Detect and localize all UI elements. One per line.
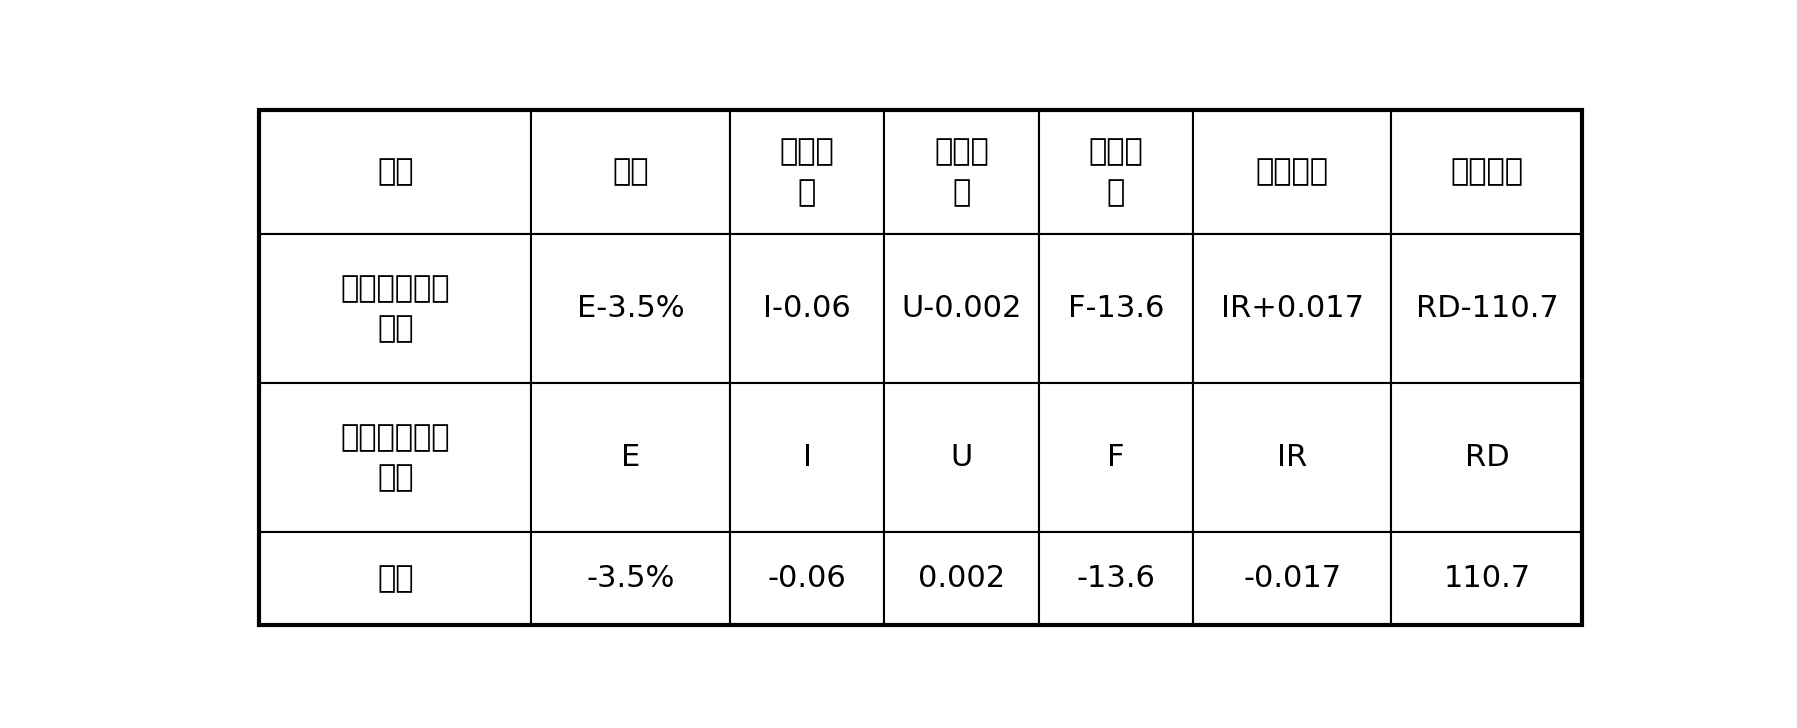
Bar — [259, 234, 532, 383]
Bar — [884, 383, 1039, 532]
Bar — [1391, 532, 1583, 625]
Bar — [532, 234, 730, 383]
Bar — [532, 532, 730, 625]
Bar — [1193, 532, 1391, 625]
Bar — [1039, 383, 1193, 532]
Text: 效率: 效率 — [613, 157, 649, 186]
Text: RD-110.7: RD-110.7 — [1416, 294, 1558, 323]
Text: I-0.06: I-0.06 — [764, 294, 852, 323]
Text: 漏电电流: 漏电电流 — [1256, 157, 1328, 186]
Text: U: U — [951, 443, 972, 472]
Bar — [1039, 110, 1193, 234]
Text: 重烧后电性能
参数: 重烧后电性能 参数 — [341, 274, 451, 344]
Text: RD: RD — [1465, 443, 1509, 472]
Text: F: F — [1107, 443, 1125, 472]
Text: 重烧前电性能
参数: 重烧前电性能 参数 — [341, 423, 451, 492]
Text: U-0.002: U-0.002 — [902, 294, 1021, 323]
Text: 差值: 差值 — [377, 564, 413, 593]
Bar — [884, 110, 1039, 234]
Text: 并联电阻: 并联电阻 — [1450, 157, 1524, 186]
Text: 填充因
子: 填充因 子 — [1089, 137, 1143, 207]
Bar — [532, 110, 730, 234]
Bar — [1193, 383, 1391, 532]
Bar — [532, 383, 730, 532]
Text: IR+0.017: IR+0.017 — [1220, 294, 1364, 323]
Text: -0.06: -0.06 — [767, 564, 846, 593]
Bar — [730, 110, 884, 234]
Bar — [884, 234, 1039, 383]
Bar — [259, 532, 532, 625]
Text: 0.002: 0.002 — [918, 564, 1005, 593]
Bar — [1039, 234, 1193, 383]
Text: E: E — [622, 443, 640, 472]
Bar — [259, 110, 532, 234]
Text: -0.017: -0.017 — [1244, 564, 1341, 593]
Bar — [730, 234, 884, 383]
Bar — [1193, 110, 1391, 234]
Text: 开路电
压: 开路电 压 — [934, 137, 988, 207]
Bar — [1391, 383, 1583, 532]
Bar — [730, 383, 884, 532]
Text: 短路电
流: 短路电 流 — [780, 137, 834, 207]
Bar — [1039, 532, 1193, 625]
Text: IR: IR — [1278, 443, 1306, 472]
Text: -3.5%: -3.5% — [586, 564, 676, 593]
Text: F-13.6: F-13.6 — [1067, 294, 1164, 323]
Bar — [730, 532, 884, 625]
Bar — [259, 383, 532, 532]
Text: I: I — [803, 443, 812, 472]
Text: 110.7: 110.7 — [1443, 564, 1531, 593]
Bar — [1391, 234, 1583, 383]
Bar — [1391, 110, 1583, 234]
Bar — [1193, 234, 1391, 383]
Text: E-3.5%: E-3.5% — [577, 294, 685, 323]
Text: -13.6: -13.6 — [1076, 564, 1155, 593]
Bar — [884, 532, 1039, 625]
Text: 工艺: 工艺 — [377, 157, 413, 186]
